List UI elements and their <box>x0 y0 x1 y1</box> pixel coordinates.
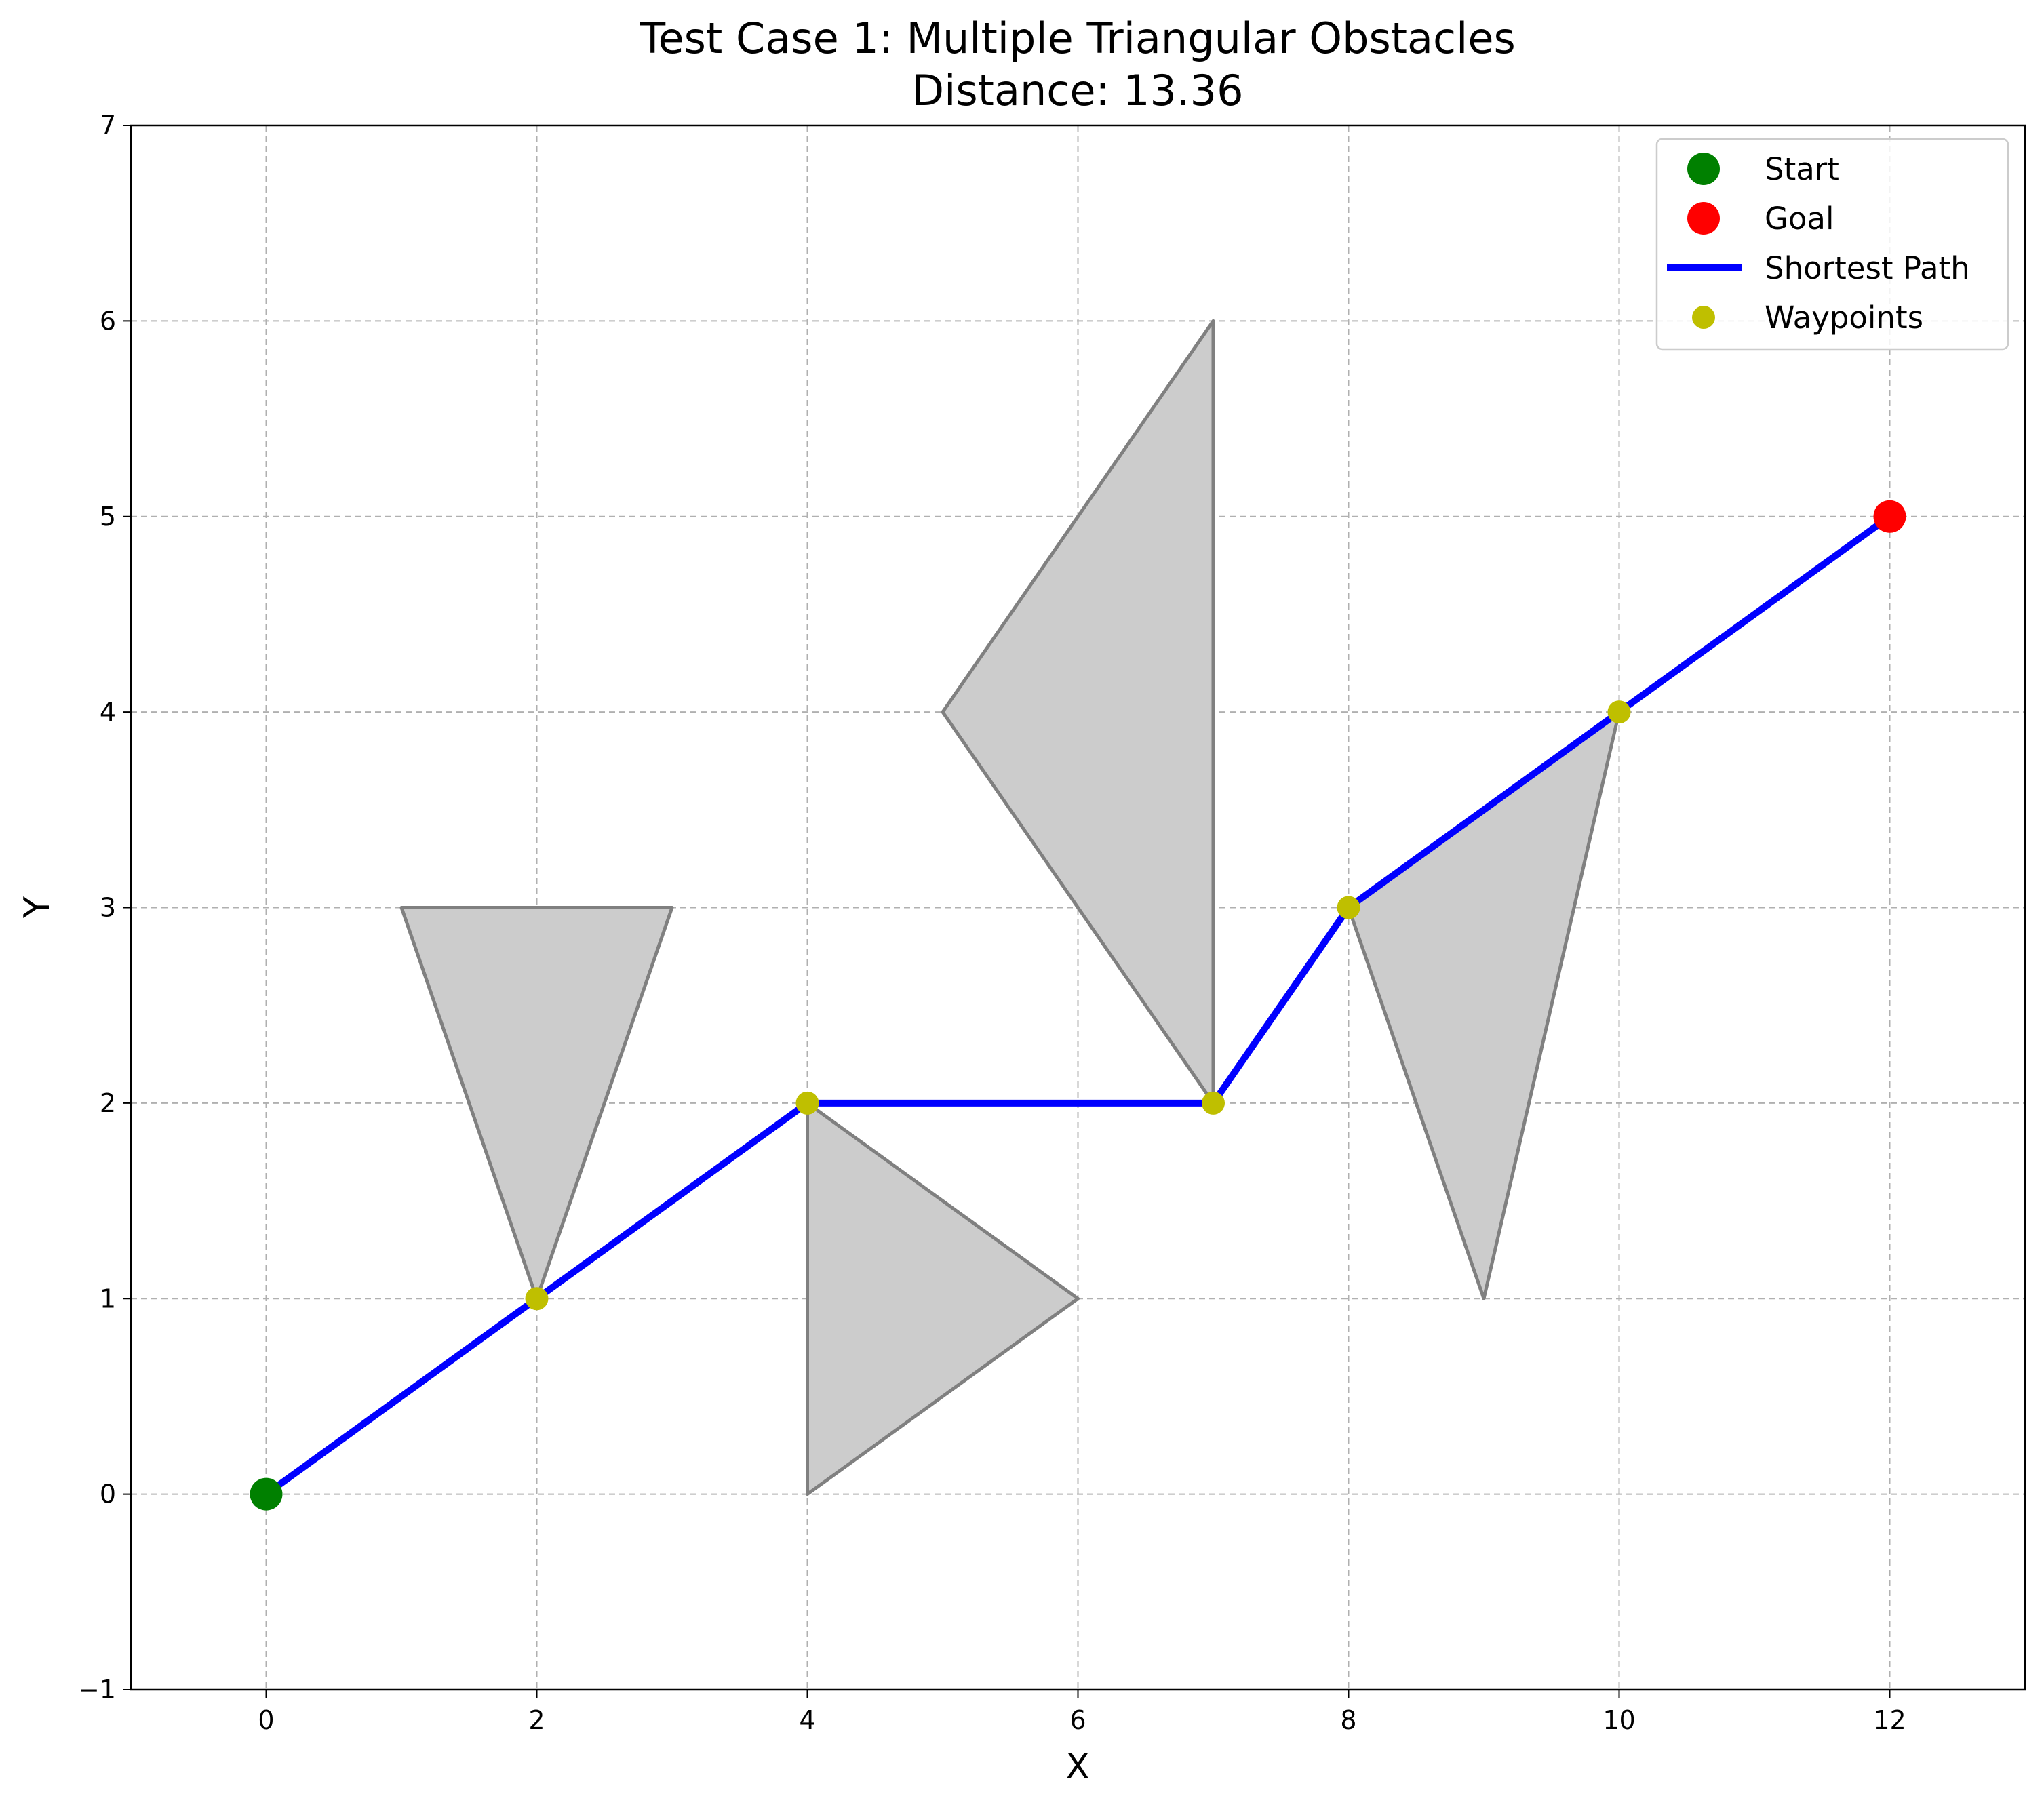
chart-subtitle: Distance: 13.36 <box>911 66 1243 115</box>
y-tick-label: −1 <box>78 1675 116 1705</box>
x-tick-label: 2 <box>528 1705 545 1735</box>
legend: Start Goal Shortest Path Waypoints <box>1655 138 2009 351</box>
waypoint-marker <box>1337 896 1360 919</box>
obstacle-triangle <box>941 319 1215 1105</box>
y-tick-label: 1 <box>100 1284 116 1313</box>
plot-frame <box>130 124 2026 1691</box>
obstacle-triangle <box>806 1101 1080 1496</box>
legend-label: Goal <box>1765 201 1834 237</box>
x-axis-label: X <box>1065 1747 1090 1787</box>
legend-waypoint-marker <box>1692 306 1715 329</box>
waypoint-marker <box>795 1091 819 1115</box>
y-tick-label: 5 <box>100 502 116 532</box>
x-tick-label: 8 <box>1340 1705 1356 1735</box>
y-axis-label: Y <box>17 896 58 919</box>
legend-goal-marker <box>1687 202 1720 235</box>
goal-marker <box>1873 500 1906 533</box>
waypoint-marker <box>1202 1091 1225 1115</box>
chart-title: Test Case 1: Multiple Triangular Obstacl… <box>639 14 1516 63</box>
x-tick-label: 0 <box>258 1705 274 1735</box>
legend-label: Shortest Path <box>1765 250 1970 286</box>
x-tick-label: 4 <box>799 1705 815 1735</box>
x-tick-label: 10 <box>1603 1705 1635 1735</box>
x-tick-label: 6 <box>1069 1705 1086 1735</box>
axes <box>123 124 2026 1698</box>
y-tick-label: 2 <box>100 1088 116 1118</box>
y-tick-label: 6 <box>100 306 116 336</box>
legend-label: Start <box>1765 151 1839 187</box>
y-tick-label: 0 <box>100 1479 116 1509</box>
waypoint-marker <box>1607 700 1631 724</box>
y-tick-label: 3 <box>100 893 116 923</box>
y-tick-label: 4 <box>100 697 116 727</box>
start-marker <box>250 1477 283 1511</box>
legend-box <box>1655 138 2009 351</box>
legend-start-marker <box>1687 153 1720 185</box>
y-tick-label: 7 <box>100 111 116 140</box>
waypoint-marker <box>525 1287 549 1311</box>
legend-label: Waypoints <box>1765 300 1923 336</box>
obstacle-triangle <box>399 906 674 1300</box>
point-markers <box>250 500 1906 1511</box>
x-tick-label: 12 <box>1873 1705 1906 1735</box>
